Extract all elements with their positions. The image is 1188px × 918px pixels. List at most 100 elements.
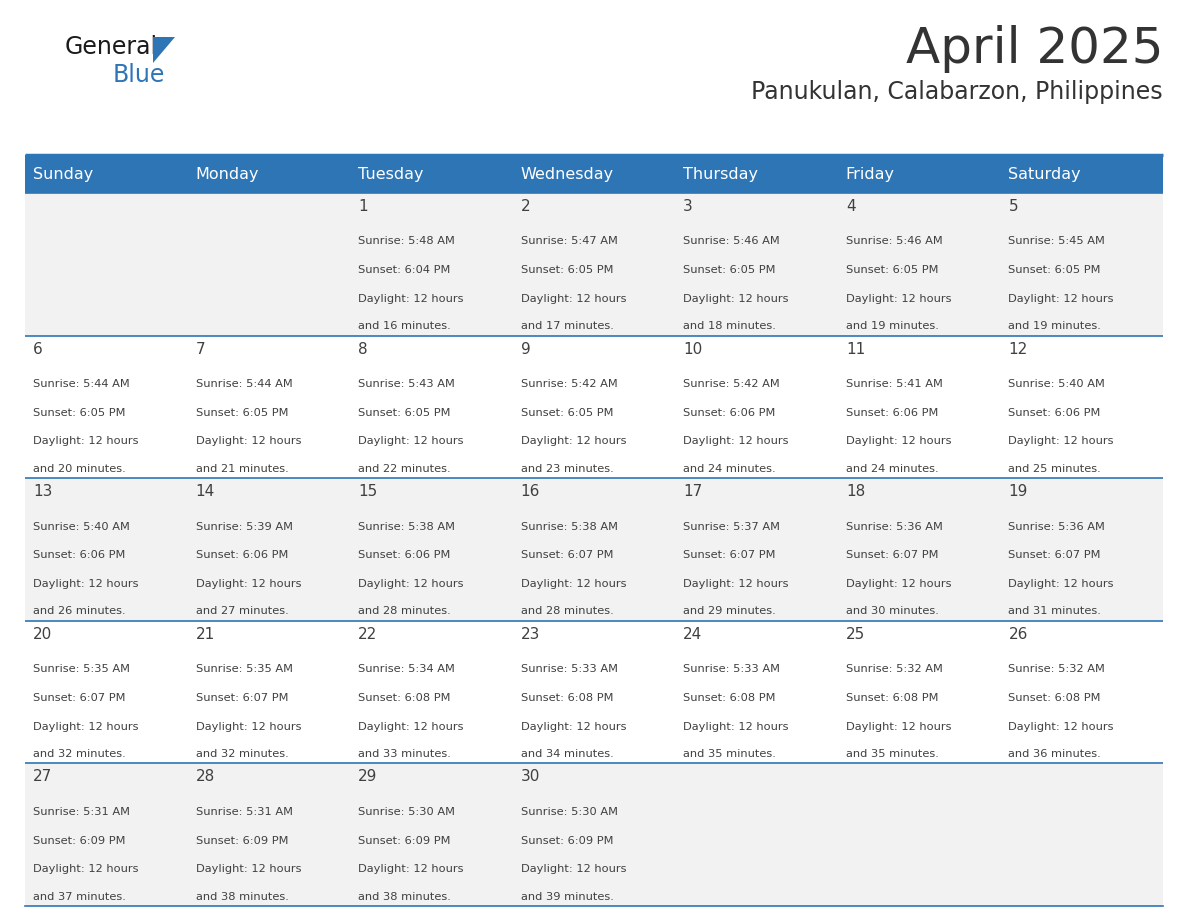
Text: Sunset: 6:06 PM: Sunset: 6:06 PM bbox=[846, 408, 939, 418]
Polygon shape bbox=[153, 37, 175, 63]
Text: Sunrise: 5:40 AM: Sunrise: 5:40 AM bbox=[33, 521, 129, 532]
Bar bbox=[25, 336, 188, 478]
Text: Daylight: 12 hours: Daylight: 12 hours bbox=[683, 722, 789, 732]
Text: 15: 15 bbox=[358, 484, 378, 499]
Bar bbox=[350, 155, 513, 193]
Text: Thursday: Thursday bbox=[683, 166, 758, 182]
Text: Sunset: 6:08 PM: Sunset: 6:08 PM bbox=[1009, 693, 1101, 703]
Text: 11: 11 bbox=[846, 341, 865, 356]
Text: 26: 26 bbox=[1009, 627, 1028, 642]
Text: Sunset: 6:05 PM: Sunset: 6:05 PM bbox=[196, 408, 287, 418]
Text: Daylight: 12 hours: Daylight: 12 hours bbox=[196, 579, 301, 589]
Text: Sunrise: 5:40 AM: Sunrise: 5:40 AM bbox=[1009, 379, 1105, 389]
Text: Panukulan, Calabarzon, Philippines: Panukulan, Calabarzon, Philippines bbox=[751, 80, 1163, 104]
Text: 5: 5 bbox=[1009, 199, 1018, 214]
Text: Daylight: 12 hours: Daylight: 12 hours bbox=[846, 294, 952, 304]
Bar bbox=[513, 193, 675, 336]
Bar bbox=[838, 764, 1000, 906]
Text: and 24 minutes.: and 24 minutes. bbox=[846, 464, 939, 474]
Text: Sunset: 6:07 PM: Sunset: 6:07 PM bbox=[520, 550, 613, 560]
Bar bbox=[188, 336, 350, 478]
Text: and 23 minutes.: and 23 minutes. bbox=[520, 464, 613, 474]
Text: Sunrise: 5:46 AM: Sunrise: 5:46 AM bbox=[683, 237, 781, 246]
Text: 13: 13 bbox=[33, 484, 52, 499]
Bar bbox=[350, 336, 513, 478]
Text: Daylight: 12 hours: Daylight: 12 hours bbox=[520, 722, 626, 732]
Text: Saturday: Saturday bbox=[1009, 166, 1081, 182]
Bar bbox=[675, 155, 838, 193]
Text: Sunrise: 5:43 AM: Sunrise: 5:43 AM bbox=[358, 379, 455, 389]
Text: 9: 9 bbox=[520, 341, 531, 356]
Text: Sunrise: 5:37 AM: Sunrise: 5:37 AM bbox=[683, 521, 781, 532]
Text: Sunset: 6:09 PM: Sunset: 6:09 PM bbox=[196, 835, 287, 845]
Text: Sunrise: 5:44 AM: Sunrise: 5:44 AM bbox=[33, 379, 129, 389]
Text: and 19 minutes.: and 19 minutes. bbox=[1009, 321, 1101, 331]
Text: Daylight: 12 hours: Daylight: 12 hours bbox=[846, 436, 952, 446]
Text: Sunrise: 5:39 AM: Sunrise: 5:39 AM bbox=[196, 521, 292, 532]
Bar bbox=[513, 478, 675, 621]
Bar bbox=[188, 155, 350, 193]
Bar bbox=[838, 155, 1000, 193]
Bar bbox=[188, 621, 350, 764]
Text: Friday: Friday bbox=[846, 166, 895, 182]
Bar bbox=[25, 155, 188, 193]
Bar bbox=[1000, 621, 1163, 764]
Bar bbox=[188, 193, 350, 336]
Text: and 18 minutes.: and 18 minutes. bbox=[683, 321, 776, 331]
Text: 7: 7 bbox=[196, 341, 206, 356]
Text: Sunset: 6:07 PM: Sunset: 6:07 PM bbox=[196, 693, 287, 703]
Text: and 30 minutes.: and 30 minutes. bbox=[846, 607, 939, 617]
Text: and 36 minutes.: and 36 minutes. bbox=[1009, 749, 1101, 759]
Text: Daylight: 12 hours: Daylight: 12 hours bbox=[520, 294, 626, 304]
Text: Daylight: 12 hours: Daylight: 12 hours bbox=[846, 579, 952, 589]
Text: 12: 12 bbox=[1009, 341, 1028, 356]
Text: and 37 minutes.: and 37 minutes. bbox=[33, 891, 126, 901]
Text: Sunset: 6:08 PM: Sunset: 6:08 PM bbox=[846, 693, 939, 703]
Bar bbox=[675, 336, 838, 478]
Text: Daylight: 12 hours: Daylight: 12 hours bbox=[1009, 579, 1114, 589]
Bar bbox=[25, 193, 188, 336]
Bar bbox=[838, 621, 1000, 764]
Text: Sunrise: 5:44 AM: Sunrise: 5:44 AM bbox=[196, 379, 292, 389]
Text: and 28 minutes.: and 28 minutes. bbox=[520, 607, 613, 617]
Text: Sunset: 6:07 PM: Sunset: 6:07 PM bbox=[683, 550, 776, 560]
Text: Daylight: 12 hours: Daylight: 12 hours bbox=[846, 722, 952, 732]
Text: 20: 20 bbox=[33, 627, 52, 642]
Text: 1: 1 bbox=[358, 199, 368, 214]
Text: Blue: Blue bbox=[113, 63, 165, 87]
Text: Sunrise: 5:38 AM: Sunrise: 5:38 AM bbox=[358, 521, 455, 532]
Bar bbox=[188, 478, 350, 621]
Text: 18: 18 bbox=[846, 484, 865, 499]
Text: and 33 minutes.: and 33 minutes. bbox=[358, 749, 451, 759]
Bar bbox=[513, 336, 675, 478]
Bar bbox=[513, 764, 675, 906]
Text: Sunset: 6:09 PM: Sunset: 6:09 PM bbox=[33, 835, 126, 845]
Text: and 32 minutes.: and 32 minutes. bbox=[196, 749, 289, 759]
Text: and 27 minutes.: and 27 minutes. bbox=[196, 607, 289, 617]
Text: Daylight: 12 hours: Daylight: 12 hours bbox=[358, 436, 463, 446]
Text: and 34 minutes.: and 34 minutes. bbox=[520, 749, 613, 759]
Text: Daylight: 12 hours: Daylight: 12 hours bbox=[33, 722, 139, 732]
Text: Sunrise: 5:35 AM: Sunrise: 5:35 AM bbox=[33, 665, 129, 674]
Text: and 22 minutes.: and 22 minutes. bbox=[358, 464, 450, 474]
Bar bbox=[675, 764, 838, 906]
Text: Sunrise: 5:41 AM: Sunrise: 5:41 AM bbox=[846, 379, 943, 389]
Text: 14: 14 bbox=[196, 484, 215, 499]
Text: Sunrise: 5:38 AM: Sunrise: 5:38 AM bbox=[520, 521, 618, 532]
Bar bbox=[25, 478, 188, 621]
Text: and 17 minutes.: and 17 minutes. bbox=[520, 321, 613, 331]
Text: 27: 27 bbox=[33, 769, 52, 784]
Text: and 39 minutes.: and 39 minutes. bbox=[520, 891, 613, 901]
Text: Sunrise: 5:33 AM: Sunrise: 5:33 AM bbox=[683, 665, 781, 674]
Text: Sunrise: 5:31 AM: Sunrise: 5:31 AM bbox=[33, 807, 129, 817]
Text: Daylight: 12 hours: Daylight: 12 hours bbox=[520, 864, 626, 874]
Text: Sunrise: 5:33 AM: Sunrise: 5:33 AM bbox=[520, 665, 618, 674]
Text: Sunrise: 5:42 AM: Sunrise: 5:42 AM bbox=[520, 379, 618, 389]
Text: Daylight: 12 hours: Daylight: 12 hours bbox=[358, 722, 463, 732]
Text: and 38 minutes.: and 38 minutes. bbox=[196, 891, 289, 901]
Text: General: General bbox=[65, 35, 158, 59]
Text: Daylight: 12 hours: Daylight: 12 hours bbox=[358, 579, 463, 589]
Text: Daylight: 12 hours: Daylight: 12 hours bbox=[683, 579, 789, 589]
Text: Sunrise: 5:42 AM: Sunrise: 5:42 AM bbox=[683, 379, 781, 389]
Text: and 38 minutes.: and 38 minutes. bbox=[358, 891, 451, 901]
